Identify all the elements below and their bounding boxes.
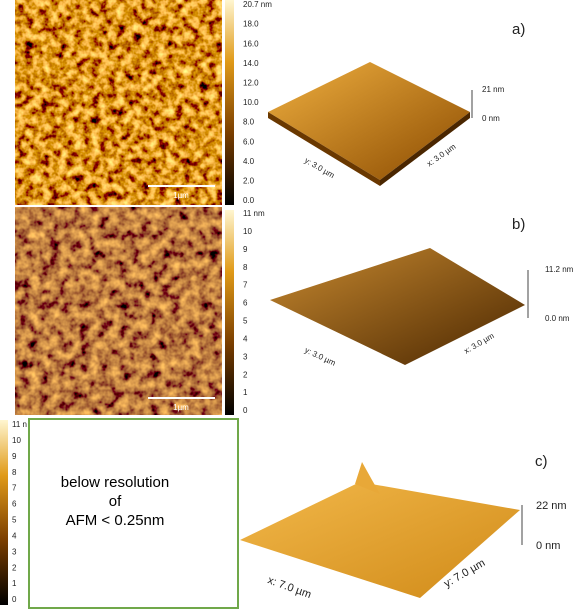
colorbar-label: 2.0 [243, 177, 255, 186]
colorbar-label: 1 [243, 388, 248, 397]
colorbar-label: 2 [243, 370, 248, 379]
surface [268, 62, 470, 180]
z-max: 11.2 nm [545, 265, 574, 274]
colorbar-label: 10 [12, 436, 21, 445]
colorbar [0, 420, 8, 605]
z-min: 0 nm [536, 540, 560, 552]
z-min: 0.0 nm [545, 314, 570, 323]
colorbar-label: 11 nm [243, 209, 265, 218]
panel-label: b) [512, 216, 525, 233]
surface-side [380, 112, 470, 186]
colorbar-label: 4 [12, 531, 17, 540]
colorbar-label: 6 [243, 299, 248, 308]
afm-image [15, 207, 222, 415]
colorbar-label: 20.7 nm [243, 0, 272, 9]
surface [240, 482, 520, 598]
note-line: AFM < 0.25nm [66, 512, 165, 529]
colorbar-label: 0 [12, 595, 17, 604]
colorbar-label: 14.0 [243, 59, 259, 68]
afm-image [15, 0, 222, 205]
colorbar-label: 3 [12, 547, 17, 556]
z-min: 0 nm [482, 114, 500, 123]
note-line: of [109, 493, 122, 510]
scale-label: 1µm [173, 403, 189, 412]
colorbar-label: 7 [12, 484, 17, 493]
surface-peak [355, 462, 380, 494]
panel-label: a) [512, 21, 525, 38]
colorbar-label: 3 [243, 352, 248, 361]
colorbar-label: 10.0 [243, 98, 259, 107]
colorbar-label: 16.0 [243, 39, 259, 48]
colorbar-label: 10 [243, 227, 252, 236]
y-axis-label: y: 3.0 µm [303, 346, 337, 368]
colorbar-label: 2 [12, 563, 17, 572]
colorbar-label: 0.0 [243, 196, 255, 205]
colorbar-label: 18.0 [243, 20, 259, 29]
colorbar-label: 11 n [12, 420, 27, 429]
z-max: 22 nm [536, 500, 567, 512]
panel-label: c) [535, 453, 548, 470]
colorbar [225, 0, 234, 205]
colorbar-label: 8.0 [243, 118, 255, 127]
colorbar-label: 6.0 [243, 137, 255, 146]
scale-label: 1µm [173, 191, 189, 200]
y-axis-label: y: 3.0 µm [303, 156, 336, 180]
z-max: 21 nm [482, 85, 505, 94]
colorbar-label: 5 [12, 516, 17, 525]
x-axis-label: x: 7.0 µm [266, 574, 313, 601]
colorbar-label: 8 [12, 468, 17, 477]
surface-side [268, 112, 380, 186]
colorbar-label: 4.0 [243, 157, 255, 166]
note-box [28, 418, 239, 609]
surface [270, 248, 525, 365]
colorbar-label: 6 [12, 500, 17, 509]
colorbar-label: 4 [243, 334, 248, 343]
note-line: below resolution [61, 474, 169, 491]
colorbar-label: 1 [12, 579, 17, 588]
colorbar [225, 210, 234, 415]
colorbar-label: 0 [243, 406, 248, 415]
colorbar-label: 5 [243, 317, 248, 326]
colorbar-label: 12.0 [243, 79, 259, 88]
x-axis-label: x: 3.0 µm [463, 331, 496, 355]
colorbar-label: 9 [12, 452, 17, 461]
colorbar-label: 9 [243, 245, 248, 254]
colorbar-labels: 20.7 nm 18.0 16.0 14.0 12.0 10.0 8.0 6.0 4.0 2.0 0… [243, 0, 272, 205]
colorbar-label: 8 [243, 263, 248, 272]
colorbar-label: 7 [243, 281, 248, 290]
